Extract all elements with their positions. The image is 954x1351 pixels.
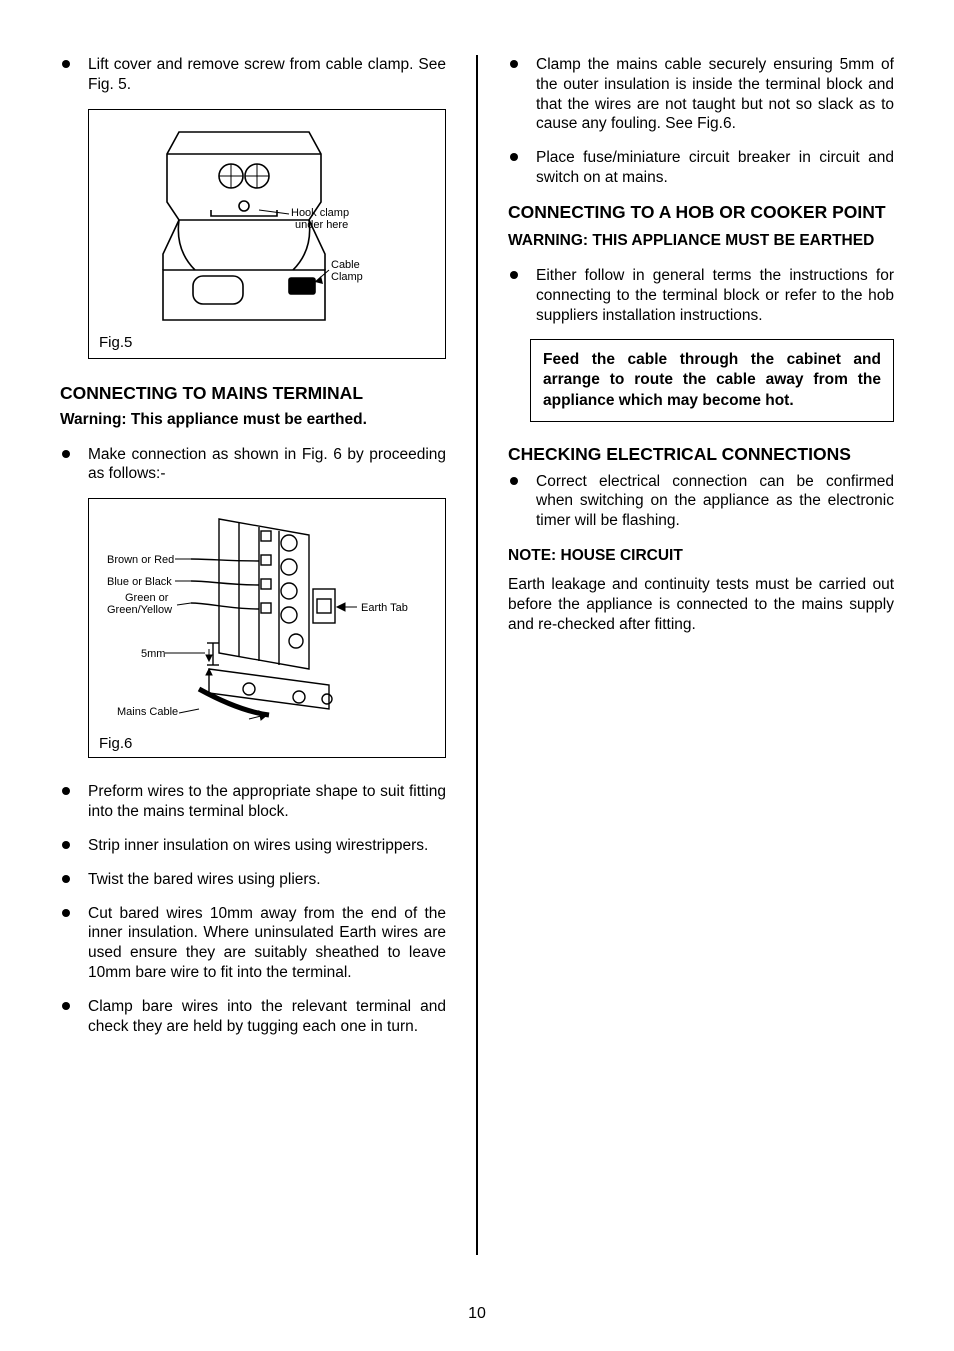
cable-routing-box: Feed the cable through the cabinet and a… bbox=[530, 339, 894, 421]
note-house-circuit-body: Earth leakage and continuity tests must … bbox=[508, 575, 894, 635]
bullet-list: Clamp the mains cable securely ensuring … bbox=[508, 55, 894, 188]
bullet-list: Make connection as shown in Fig. 6 by pr… bbox=[60, 445, 446, 485]
bullet-item: Place fuse/miniature circuit breaker in … bbox=[508, 148, 894, 188]
fig6-mains: Mains Cable bbox=[117, 706, 178, 718]
bullet-list: Lift cover and remove screw from cable c… bbox=[60, 55, 446, 95]
bullet-item: Lift cover and remove screw from cable c… bbox=[60, 55, 446, 95]
fig6-green1: Green or bbox=[125, 592, 169, 604]
bullet-list: Preform wires to the appropriate shape t… bbox=[60, 782, 446, 1036]
fig6-earth: Earth Tab bbox=[361, 602, 408, 614]
fig6-green2: Green/Yellow bbox=[107, 604, 172, 616]
fig5-svg: Hook clamp under here Cable Clamp bbox=[99, 120, 419, 330]
fig6-svg: Brown or Red Blue or Black Green or Gree… bbox=[99, 509, 429, 731]
warning-earthed-right: WARNING: THIS APPLIANCE MUST BE EARTHED bbox=[508, 232, 894, 250]
figure-6: Brown or Red Blue or Black Green or Gree… bbox=[88, 498, 446, 758]
bullet-item: Make connection as shown in Fig. 6 by pr… bbox=[60, 445, 446, 485]
bullet-item: Strip inner insulation on wires using wi… bbox=[60, 836, 446, 856]
bullet-item: Cut bared wires 10mm away from the end o… bbox=[60, 904, 446, 983]
bullet-item: Correct electrical connection can be con… bbox=[508, 472, 894, 531]
fig6-blue: Blue or Black bbox=[107, 576, 172, 588]
bullet-list: Correct electrical connection can be con… bbox=[508, 472, 894, 531]
left-column: Lift cover and remove screw from cable c… bbox=[60, 55, 476, 1255]
bullet-item: Preform wires to the appropriate shape t… bbox=[60, 782, 446, 822]
fig5-hook-label: Hook clamp bbox=[291, 207, 349, 219]
warning-earthed: Warning: This appliance must be earthed. bbox=[60, 411, 446, 429]
fig6-brown: Brown or Red bbox=[107, 554, 174, 566]
heading-connecting-mains: CONNECTING TO MAINS TERMINAL bbox=[60, 383, 446, 405]
bullet-item: Twist the bared wires using pliers. bbox=[60, 870, 446, 890]
bullet-item: Clamp bare wires into the relevant termi… bbox=[60, 997, 446, 1037]
right-column: Clamp the mains cable securely ensuring … bbox=[476, 55, 894, 1255]
fig5-caption: Fig.5 bbox=[99, 330, 435, 351]
heading-checking-electrical: CHECKING ELECTRICAL CONNECTIONS bbox=[508, 444, 894, 466]
bullet-item: Clamp the mains cable securely ensuring … bbox=[508, 55, 894, 134]
note-house-circuit-heading: NOTE: HOUSE CIRCUIT bbox=[508, 547, 894, 565]
page-content: Lift cover and remove screw from cable c… bbox=[60, 55, 894, 1255]
page-number: 10 bbox=[0, 1305, 954, 1323]
fig5-clamp-label: Cable bbox=[331, 259, 360, 271]
bullet-item: Either follow in general terms the instr… bbox=[508, 266, 894, 325]
bullet-list: Either follow in general terms the instr… bbox=[508, 266, 894, 325]
heading-hob-cooker: CONNECTING TO A HOB OR COOKER POINT bbox=[508, 202, 894, 224]
fig5-clamp-label2: Clamp bbox=[331, 271, 363, 283]
figure-5: Hook clamp under here Cable Clamp Fig.5 bbox=[88, 109, 446, 359]
fig6-caption: Fig.6 bbox=[99, 731, 435, 752]
fig5-hook-label2: under here bbox=[295, 219, 348, 231]
fig6-5mm: 5mm bbox=[141, 648, 165, 660]
